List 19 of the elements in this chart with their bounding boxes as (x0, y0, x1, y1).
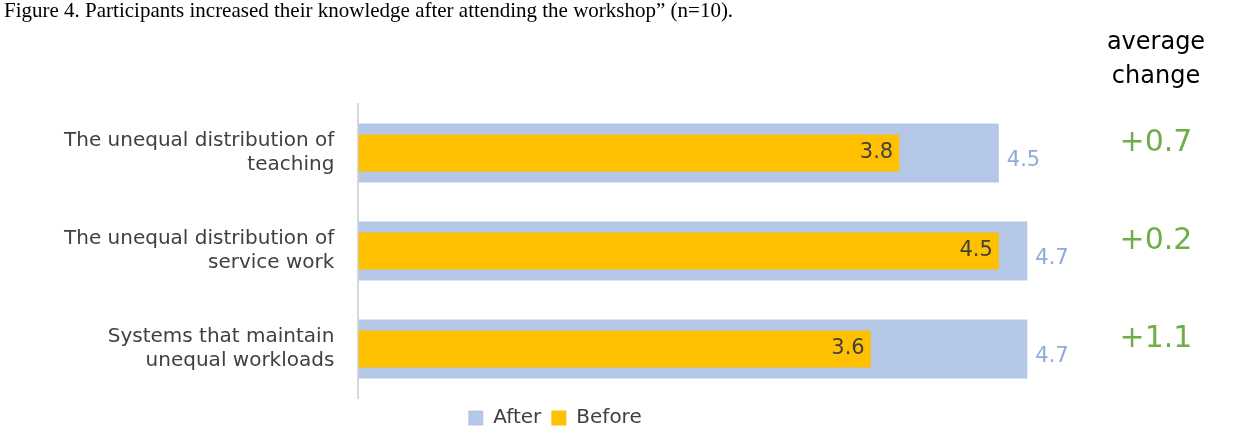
text: +0.7 (1119, 122, 1193, 158)
data-label: 4.7 (1035, 343, 1069, 368)
y-tick-label: The unequal distribution of service work (62, 225, 336, 274)
legend-label: After (493, 404, 543, 429)
chart-title: Figure 4. Participants increased their knowledge after attending the workshop” (n=10). (3, 0, 735, 22)
bar (358, 330, 871, 368)
bar (358, 134, 900, 172)
data-label: 3.6 (831, 335, 865, 360)
bar (358, 232, 999, 270)
text: +1.1 (1119, 318, 1193, 354)
data-label: 4.5 (959, 237, 993, 262)
text: average change (1106, 27, 1206, 90)
legend-label: Before (576, 404, 642, 429)
y-tick-label: The unequal distribution of teaching (62, 127, 336, 176)
y-tick-label: Systems that maintain unequal workloads (107, 323, 335, 372)
text: +0.2 (1119, 220, 1193, 256)
data-label: 3.8 (859, 139, 894, 164)
data-label: 4.5 (1006, 147, 1041, 172)
data-label: 4.7 (1035, 245, 1069, 270)
